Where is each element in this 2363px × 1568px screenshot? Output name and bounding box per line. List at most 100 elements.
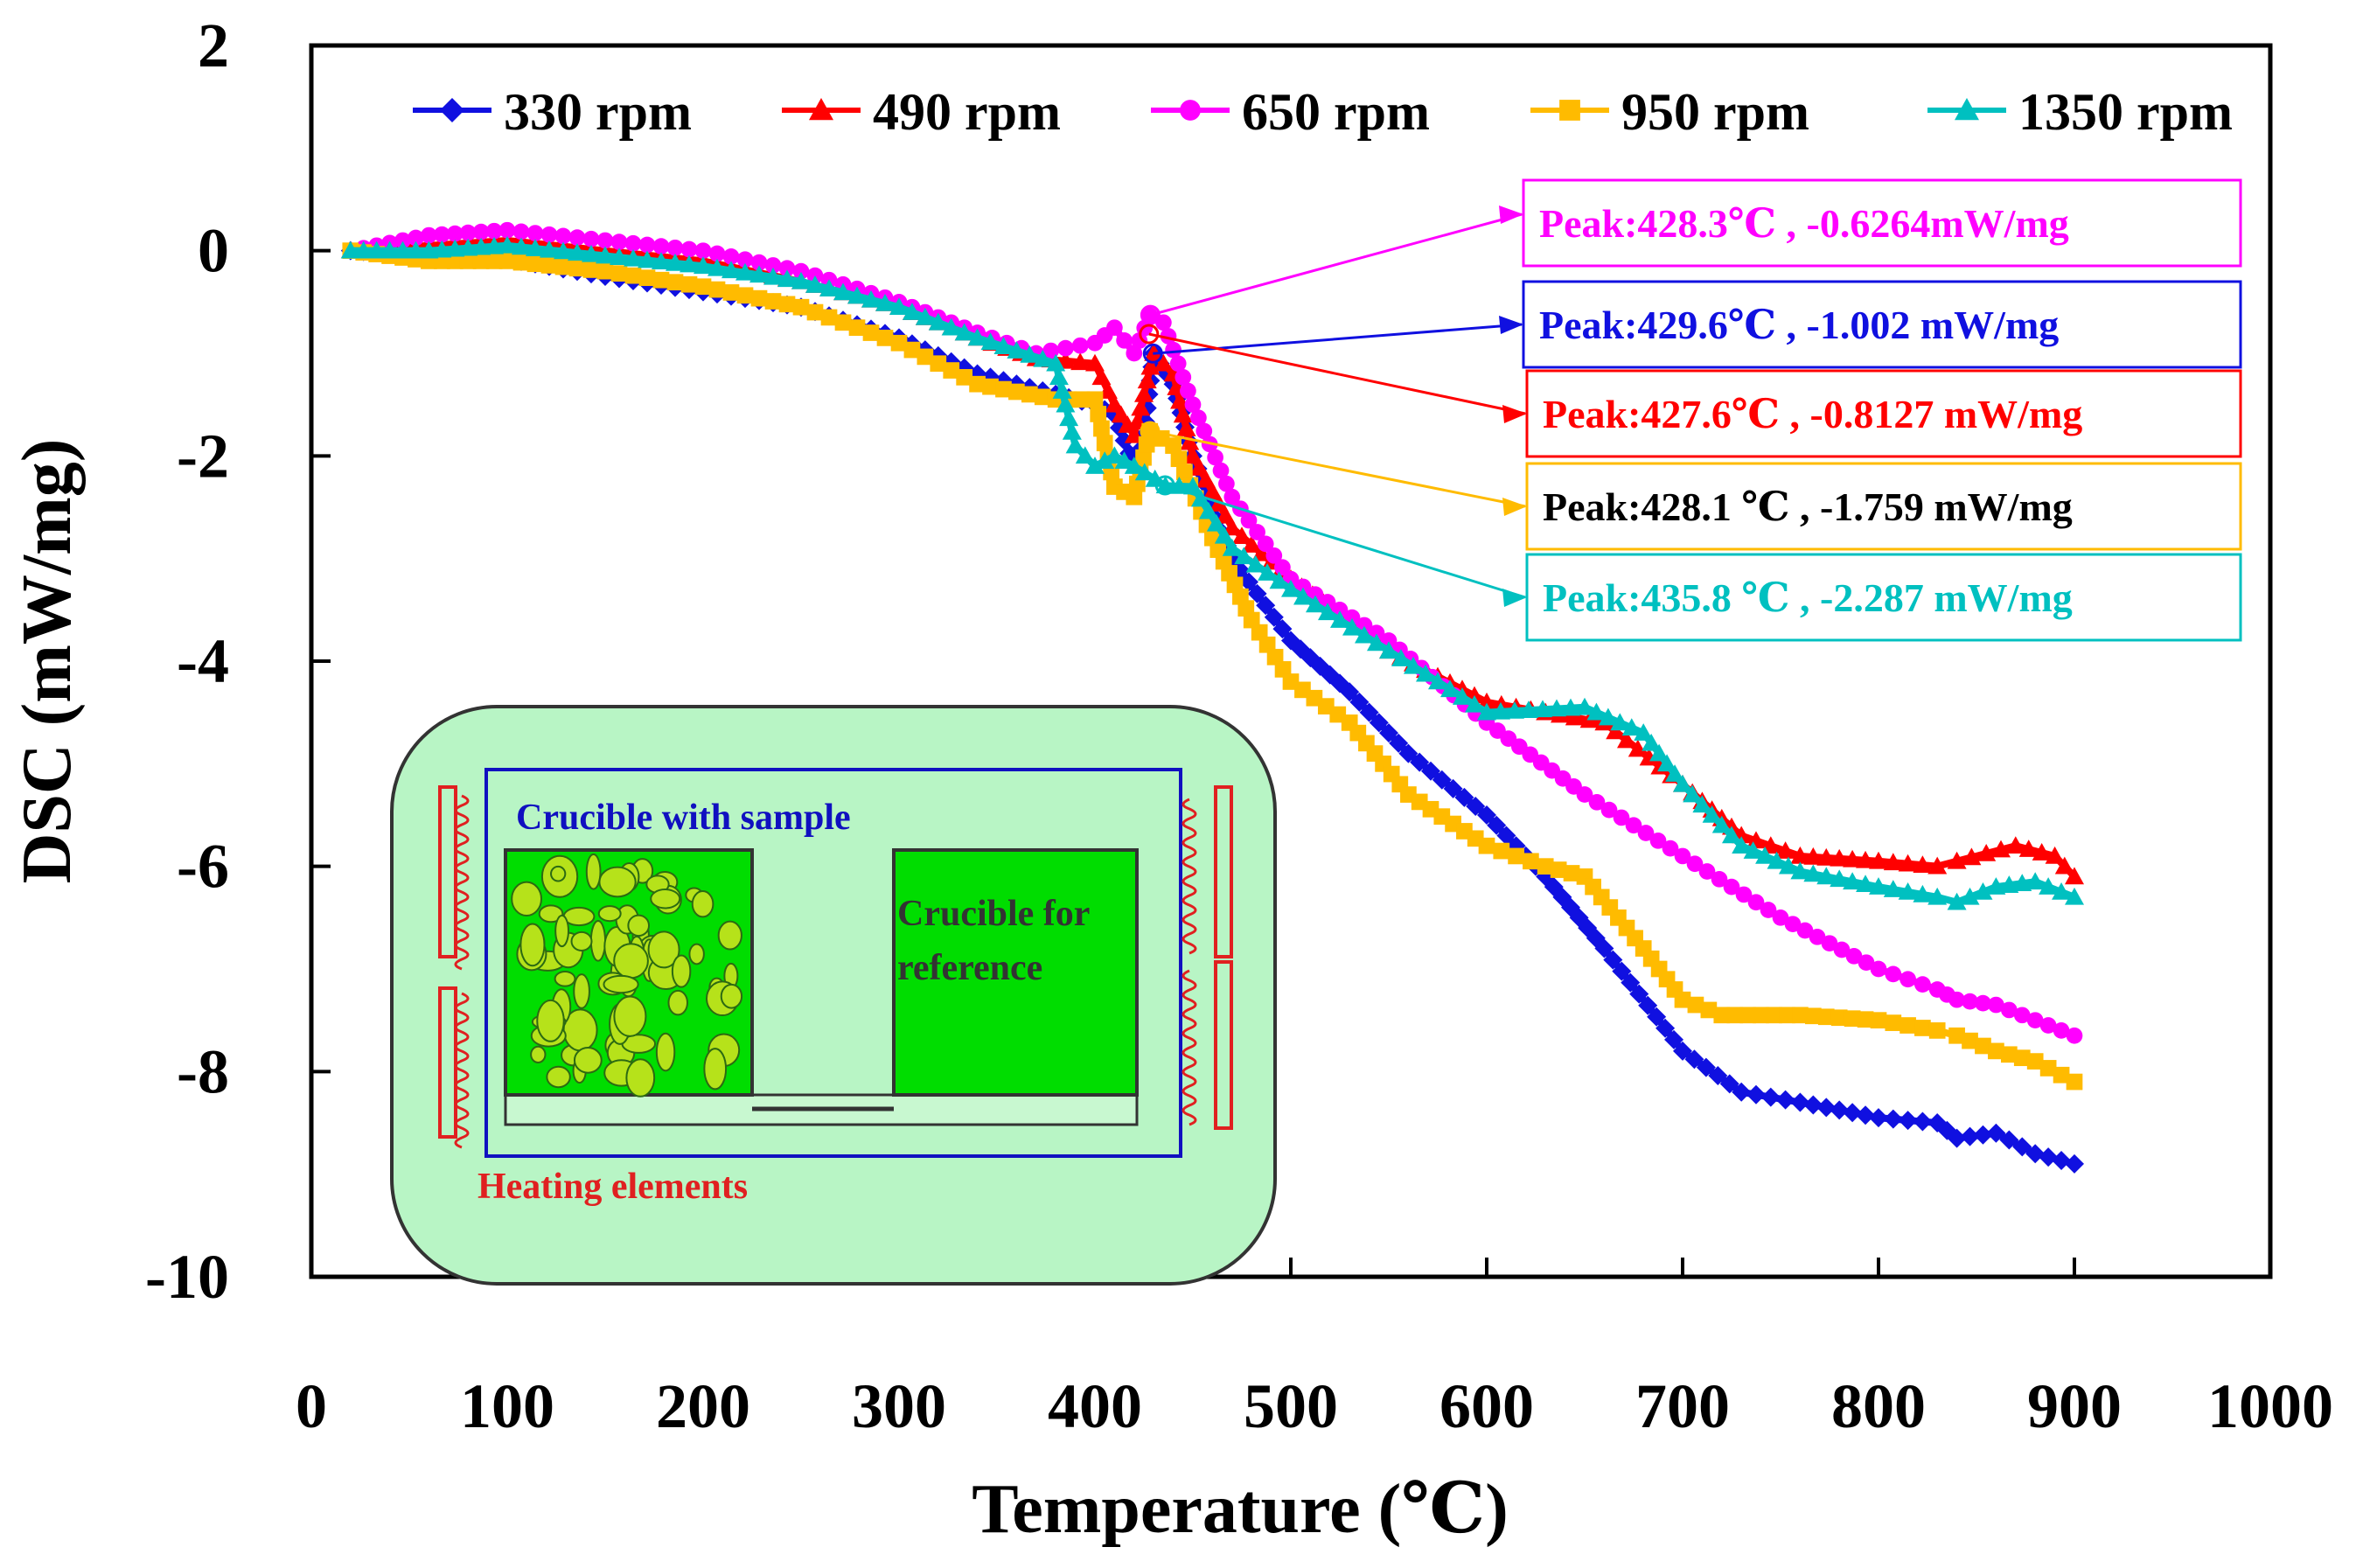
data-point <box>1753 1007 1769 1024</box>
particle <box>554 970 576 987</box>
data-point <box>956 369 973 386</box>
particle <box>717 920 742 951</box>
data-point <box>353 240 373 259</box>
data-point <box>1105 394 1125 413</box>
heating-elements-label: Heating elements <box>477 1167 748 1207</box>
y-tick-label: -10 <box>145 1242 229 1312</box>
data-point <box>1134 463 1154 481</box>
data-point <box>610 265 628 282</box>
data-point <box>1093 420 1110 437</box>
data-point <box>2066 1073 2083 1091</box>
data-point <box>1537 858 1554 875</box>
data-point <box>2053 1066 2070 1084</box>
data-point <box>1821 935 1838 952</box>
x-tick-label: 600 <box>1439 1371 1534 1441</box>
data-point <box>1251 624 1268 641</box>
data-point <box>941 317 961 336</box>
legend: 330 rpm 490 rpm 650 rpm 950 rpm 1350 rpm <box>413 83 2233 141</box>
data-point <box>943 362 960 379</box>
data-point <box>1202 482 1223 500</box>
data-point <box>1033 349 1053 367</box>
legend-item: 950 rpm <box>1530 83 1809 141</box>
data-point <box>1809 928 1826 945</box>
x-tick-label: 200 <box>656 1371 750 1441</box>
data-point <box>1914 1020 1931 1036</box>
data-point <box>554 227 572 245</box>
data-point <box>1206 513 1226 532</box>
data-point <box>1106 319 1123 337</box>
data-point <box>1114 451 1134 469</box>
peak-annotation-3: Peak:427.6℃ , -0.8127 mW/mg <box>1139 324 2242 458</box>
data-point <box>1637 825 1655 841</box>
data-point <box>1173 405 1193 423</box>
data-point <box>1621 972 1641 993</box>
data-point <box>764 257 782 274</box>
data-point <box>1184 396 1202 414</box>
data-point <box>526 255 544 273</box>
data-point <box>1565 707 1585 726</box>
data-point <box>1603 950 1623 970</box>
data-point <box>1095 451 1115 469</box>
data-point <box>1843 1103 1863 1123</box>
data-point <box>1830 848 1850 867</box>
data-point <box>1755 846 1775 864</box>
data-point <box>1389 733 1409 753</box>
particle <box>573 1047 603 1074</box>
data-point <box>1803 1095 1823 1115</box>
heating-element-right-upper <box>1214 785 1233 958</box>
data-point <box>1766 1007 1782 1024</box>
data-point <box>2052 1151 2072 1171</box>
data-point <box>1975 1037 1991 1055</box>
data-point <box>1180 432 1200 450</box>
data-point <box>1723 878 1740 896</box>
annotation-box <box>1525 553 2242 642</box>
data-point <box>1218 475 1235 492</box>
data-point <box>1443 778 1463 798</box>
data-point <box>722 284 740 301</box>
data-point <box>903 341 921 359</box>
data-point <box>568 229 586 246</box>
data-point <box>1760 1087 1781 1107</box>
legend-marker <box>1955 98 1979 121</box>
data-point <box>340 240 360 259</box>
data-point <box>2025 1144 2046 1164</box>
data-point <box>498 253 516 269</box>
legend-marker <box>1559 100 1580 121</box>
data-point <box>471 237 491 255</box>
data-point <box>1960 1126 1980 1146</box>
data-point <box>1816 867 1837 885</box>
data-point <box>485 253 503 269</box>
data-point <box>1858 954 1875 972</box>
data-point <box>1673 1041 1692 1061</box>
data-point <box>890 334 908 352</box>
data-point <box>1844 1010 1861 1028</box>
data-point <box>2012 874 2032 892</box>
data-point <box>1711 815 1732 833</box>
annotation-arrow <box>1164 484 1526 599</box>
data-point <box>1673 774 1692 792</box>
data-point <box>421 226 437 244</box>
data-point <box>1634 723 1654 741</box>
data-point <box>1391 649 1411 666</box>
data-point <box>1508 847 1524 865</box>
data-point <box>1885 1014 1902 1031</box>
data-point <box>1779 1007 1795 1024</box>
data-point <box>805 275 825 293</box>
data-point <box>419 240 439 259</box>
data-point <box>1421 761 1440 781</box>
data-point <box>2039 1017 2057 1034</box>
legend-marker <box>440 98 464 122</box>
data-point <box>1126 488 1143 505</box>
data-point <box>862 324 880 341</box>
data-point <box>1913 1112 1933 1132</box>
data-point <box>610 233 628 250</box>
data-point <box>1269 571 1289 589</box>
data-point <box>1899 1017 1916 1034</box>
data-point <box>2065 867 2084 885</box>
peak-marker <box>1154 475 1175 496</box>
data-point <box>1576 786 1593 803</box>
data-point <box>1999 1130 2019 1150</box>
data-point <box>1739 1007 1757 1024</box>
data-point <box>1453 687 1472 705</box>
x-tick-label: 300 <box>852 1371 946 1441</box>
